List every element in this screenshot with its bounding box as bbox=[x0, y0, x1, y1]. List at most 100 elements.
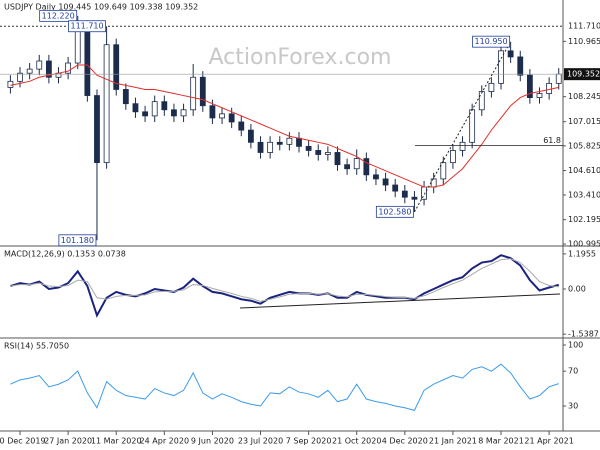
current-price-label: 109.352 bbox=[567, 70, 600, 79]
y-tick-label: -1.5387 bbox=[568, 330, 599, 339]
candle-body bbox=[84, 23, 91, 96]
annotation-label: 110.950 bbox=[475, 37, 508, 46]
candle-body bbox=[363, 158, 370, 176]
candle-body bbox=[344, 164, 351, 170]
y-tick-label: 103.410 bbox=[568, 190, 600, 199]
candle-body bbox=[401, 190, 408, 198]
series-line bbox=[10, 363, 559, 411]
candle-body bbox=[296, 137, 302, 147]
candle-body bbox=[555, 73, 562, 84]
x-tick-label: 4 Dec 2020 bbox=[382, 437, 428, 446]
candle-body bbox=[478, 91, 485, 111]
candle-body bbox=[459, 141, 466, 151]
y-tick-label: 100.995 bbox=[568, 240, 600, 249]
x-tick-label: 23 Jul 2020 bbox=[238, 437, 283, 446]
y-tick-label: 107.015 bbox=[568, 117, 600, 126]
candle-body bbox=[353, 158, 360, 170]
y-tick-label: 110.965 bbox=[568, 37, 600, 46]
y-tick-label: 108.245 bbox=[568, 92, 600, 101]
series-line bbox=[10, 64, 559, 188]
y-tick-label: 102.195 bbox=[568, 215, 600, 224]
current-price-box bbox=[564, 68, 600, 81]
candle-body bbox=[113, 44, 120, 90]
annotation-label: 112.220 bbox=[42, 11, 75, 20]
candle-body bbox=[334, 152, 341, 166]
candle-body bbox=[17, 72, 23, 82]
y-tick-label: 105.825 bbox=[568, 141, 600, 150]
candle-body bbox=[190, 76, 197, 111]
level-label: 111.710 bbox=[568, 22, 600, 31]
annotation-box bbox=[39, 9, 78, 22]
candle-body bbox=[324, 152, 331, 155]
candle-body bbox=[151, 101, 158, 117]
candle-body bbox=[94, 95, 100, 164]
candle-body bbox=[469, 109, 476, 143]
x-tick-label: 21 Jan 2021 bbox=[429, 437, 477, 446]
series-line bbox=[10, 258, 559, 302]
x-tick-label: 10 Dec 2019 bbox=[0, 437, 46, 446]
candle-body bbox=[132, 103, 139, 113]
candle-body bbox=[507, 50, 514, 58]
annotation-label: 102.580 bbox=[378, 207, 411, 216]
candle-body bbox=[382, 178, 389, 186]
x-tick-label: 21 Apr 2021 bbox=[524, 437, 573, 446]
candle-body bbox=[276, 141, 283, 145]
candle-body bbox=[286, 137, 293, 145]
watermark: ActionForex.com bbox=[209, 45, 392, 70]
candle-body bbox=[103, 44, 110, 164]
candle-body bbox=[440, 162, 447, 180]
series-line bbox=[10, 254, 560, 318]
x-tick-label: 7 Sep 2020 bbox=[286, 437, 332, 446]
fib-label: 61.8 bbox=[543, 136, 561, 145]
y-tick-label: 70 bbox=[568, 367, 578, 376]
x-tick-label: 11 Mar 2020 bbox=[91, 437, 142, 446]
x-tick-label: 24 Apr 2020 bbox=[140, 437, 189, 446]
y-tick-label: 0.00 bbox=[568, 284, 586, 293]
candle-body bbox=[517, 56, 524, 76]
annotation-box bbox=[472, 35, 511, 48]
candle-body bbox=[536, 93, 543, 98]
annotation-label: 111.710 bbox=[71, 22, 104, 31]
y-tick-label: 104.610 bbox=[568, 166, 600, 175]
y-tick-label: 1.1955 bbox=[568, 249, 596, 258]
candle-body bbox=[199, 76, 206, 107]
trend-line bbox=[414, 41, 512, 213]
macd-trendline bbox=[239, 293, 561, 309]
y-tick-label: 100 bbox=[568, 341, 583, 350]
candle-body bbox=[161, 101, 168, 111]
annotation-box bbox=[68, 20, 106, 33]
candle-body bbox=[257, 141, 264, 153]
candle-body bbox=[209, 105, 216, 119]
candle-body bbox=[171, 109, 177, 117]
candle-body bbox=[411, 196, 418, 200]
x-tick-label: 27 Jan 2020 bbox=[44, 437, 92, 446]
candle-body bbox=[450, 150, 456, 164]
candle-body bbox=[45, 60, 52, 78]
annotation-box bbox=[375, 205, 414, 218]
candle-body bbox=[247, 129, 254, 143]
candle-body bbox=[546, 82, 553, 94]
y-tick-label: 30 bbox=[568, 401, 578, 410]
candle-body bbox=[392, 184, 399, 192]
candle-body bbox=[488, 82, 495, 92]
candle-body bbox=[498, 50, 504, 84]
candle-body bbox=[142, 111, 148, 117]
candle-body bbox=[7, 80, 14, 88]
candle-body bbox=[373, 174, 379, 180]
annotation-box bbox=[58, 234, 97, 247]
candle-body bbox=[228, 113, 235, 123]
x-tick-label: 8 Mar 2021 bbox=[478, 437, 524, 446]
macd-title: MACD(12,26,9) 0.1353 0.0738 bbox=[4, 250, 126, 259]
rsi-title: RSI(14) 55.7050 bbox=[4, 342, 69, 351]
candle-body bbox=[315, 150, 322, 155]
x-tick-label: 9 Jun 2020 bbox=[191, 437, 234, 446]
candle-body bbox=[65, 62, 72, 74]
candle-body bbox=[219, 113, 225, 119]
x-tick-label: 21 Oct 2020 bbox=[332, 437, 381, 446]
chart-title: USDJPY Daily 109.445 109.649 109.338 109… bbox=[4, 3, 198, 12]
candle-body bbox=[122, 89, 129, 105]
candle-body bbox=[305, 145, 312, 151]
annotation-label: 101.180 bbox=[61, 236, 94, 245]
